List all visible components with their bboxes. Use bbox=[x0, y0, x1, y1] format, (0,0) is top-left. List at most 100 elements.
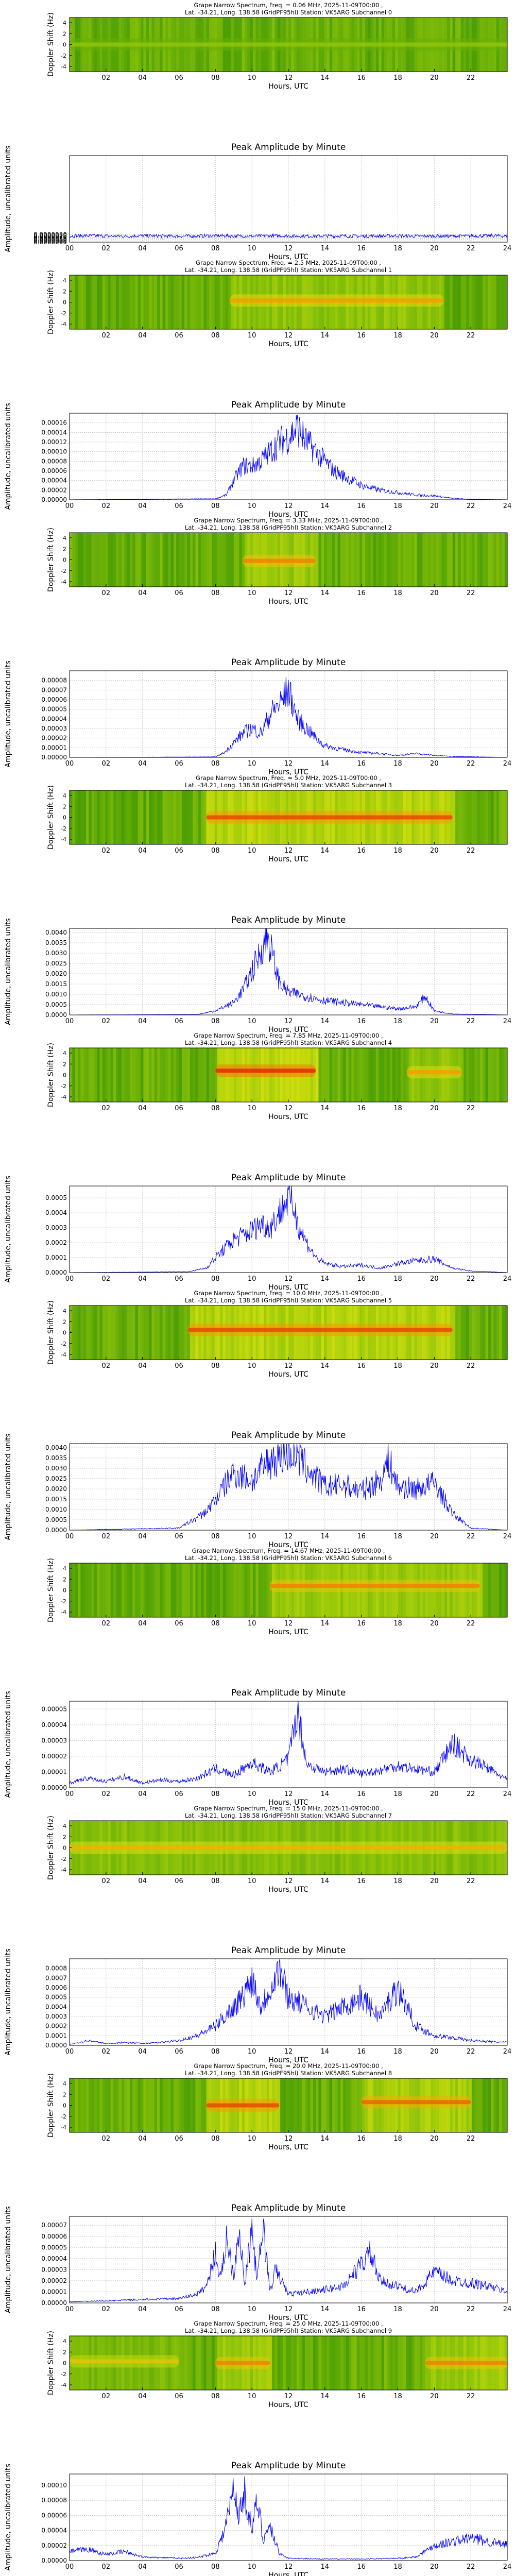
heatmap-cell bbox=[340, 1048, 344, 1102]
heatmap-cell bbox=[149, 1306, 152, 1360]
amplitude-xtick-label: 00 bbox=[65, 2563, 74, 2571]
heatmap-xtick-label: 10 bbox=[248, 847, 256, 855]
heatmap-cell bbox=[485, 275, 489, 329]
heatmap-xtick-label: 18 bbox=[393, 1620, 402, 1628]
heatmap-cell bbox=[113, 2078, 116, 2132]
heatmap-cell bbox=[266, 1563, 270, 1617]
heatmap-cell bbox=[179, 1306, 182, 1360]
heatmap-xtick-label: 20 bbox=[430, 74, 439, 82]
heatmap-xtick-label: 10 bbox=[248, 1105, 256, 1112]
amplitude-xtick-label: 00 bbox=[65, 2306, 74, 2313]
amplitude-xtick-label: 08 bbox=[211, 1275, 220, 1283]
heatmap-cell bbox=[502, 790, 505, 844]
heatmap-xtick-label: 18 bbox=[393, 589, 402, 597]
heatmap-cell bbox=[116, 1306, 119, 1360]
heatmap-cell bbox=[149, 1048, 152, 1102]
heatmap-xtick-label: 04 bbox=[138, 2393, 147, 2400]
amplitude-xtick-label: 18 bbox=[393, 2048, 402, 2056]
heatmap-cell bbox=[118, 1563, 122, 1617]
heatmap-title-line2: Lat. -34.21, Long. 138.58 (GridPF95hl) S… bbox=[185, 2327, 392, 2334]
amplitude-y-axis-label: Amplitude, uncalibrated units bbox=[4, 403, 12, 510]
heatmap-cell bbox=[469, 790, 472, 844]
amplitude-xtick-label: 06 bbox=[175, 2563, 183, 2571]
amplitude-ytick-label: 0.00002 bbox=[41, 2542, 67, 2549]
heatmap-cell bbox=[170, 275, 174, 329]
heatmap-xtick-label: 12 bbox=[284, 332, 293, 340]
heatmap-cell bbox=[151, 1563, 155, 1617]
heatmap-cell bbox=[132, 533, 136, 587]
amplitude-xtick-label: 00 bbox=[65, 760, 74, 768]
heatmap-cell bbox=[198, 2336, 201, 2390]
heatmap-cell bbox=[502, 1048, 505, 1102]
amplitude-xtick-label: 12 bbox=[284, 2048, 293, 2056]
amplitude-series-line bbox=[69, 1959, 508, 2045]
amplitude-ytick-label: 0.00002 bbox=[41, 735, 67, 742]
amplitude-xtick-label: 24 bbox=[503, 1018, 512, 1025]
heatmap-cell bbox=[124, 790, 128, 844]
heatmap-xtick-label: 12 bbox=[284, 2393, 293, 2400]
heatmap-cell bbox=[464, 1306, 467, 1360]
heatmap-cell bbox=[351, 533, 355, 587]
heatmap-cell bbox=[239, 533, 243, 587]
heatmap-y-axis-label: Doppler Shift (Hz) bbox=[47, 528, 55, 592]
heatmap-cell bbox=[477, 275, 480, 329]
amplitude-xtick-label: 22 bbox=[467, 2048, 475, 2056]
amplitude-title: Peak Amplitude by Minute bbox=[231, 1173, 346, 1183]
heatmap-cell bbox=[91, 2078, 95, 2132]
heatmap-xtick-label: 12 bbox=[284, 2135, 293, 2143]
heatmap-cell bbox=[242, 1563, 245, 1617]
heatmap-cell bbox=[127, 790, 130, 844]
amplitude-xtick-label: 12 bbox=[284, 502, 293, 510]
heatmap-cell bbox=[176, 1048, 180, 1102]
heatmap-cell bbox=[91, 275, 95, 329]
heatmap-cell bbox=[225, 1563, 229, 1617]
heatmap-cell bbox=[108, 1563, 111, 1617]
heatmap-cell bbox=[450, 533, 453, 587]
heatmap-xtick-label: 06 bbox=[175, 332, 183, 340]
heatmap-cell bbox=[493, 1563, 497, 1617]
heatmap-cell bbox=[231, 533, 234, 587]
amplitude-panel-11: Peak Amplitude by Minute 00 02 04 06 08 10 12 14… bbox=[4, 1430, 511, 1549]
heatmap-cell bbox=[398, 1048, 401, 1102]
amplitude-xtick-label: 10 bbox=[248, 502, 256, 510]
heatmap-x-axis-label: Hours, UTC bbox=[268, 1886, 308, 1894]
heatmap-cell bbox=[201, 790, 204, 844]
heatmap-xtick-label: 20 bbox=[430, 1877, 439, 1885]
heatmap-cell bbox=[209, 2336, 212, 2390]
heatmap-cell bbox=[491, 533, 494, 587]
heatmap-cell bbox=[110, 533, 114, 587]
heatmap-cell bbox=[149, 2078, 152, 2132]
amplitude-xtick-label: 04 bbox=[138, 760, 147, 768]
heatmap-cell bbox=[356, 2078, 360, 2132]
heatmap-cell bbox=[502, 275, 505, 329]
amplitude-ytick-label: 0.00002 bbox=[41, 2277, 67, 2284]
heatmap-cell bbox=[206, 533, 210, 587]
amplitude-xtick-label: 24 bbox=[503, 2048, 512, 2056]
heatmap-cell bbox=[460, 275, 464, 329]
heatmap-cell bbox=[458, 790, 461, 844]
heatmap-cell bbox=[294, 2078, 297, 2132]
heatmap-cell bbox=[272, 2336, 275, 2390]
heatmap-cell bbox=[212, 275, 215, 329]
heatmap-xtick-label: 14 bbox=[321, 847, 330, 855]
heatmap-cell bbox=[392, 1048, 396, 1102]
heatmap-cell bbox=[72, 790, 76, 844]
amplitude-ytick-label: 0.0004 bbox=[45, 2003, 67, 2010]
heatmap-cell bbox=[121, 1563, 125, 1617]
heatmap-cell bbox=[110, 1563, 114, 1617]
heatmap-xtick-label: 06 bbox=[175, 2135, 183, 2143]
heatmap-signal-core bbox=[70, 2359, 179, 2364]
heatmap-cell bbox=[370, 1048, 374, 1102]
heatmap-ytick-label: 0 bbox=[63, 815, 66, 821]
heatmap-ytick-label: -4 bbox=[61, 1609, 66, 1616]
amplitude-xtick-label: 02 bbox=[102, 1018, 111, 1025]
amplitude-xtick-label: 12 bbox=[284, 1018, 293, 1025]
amplitude-ytick-label: 0.00005 bbox=[41, 706, 67, 713]
heatmap-cell bbox=[91, 533, 95, 587]
amplitude-xtick-label: 18 bbox=[393, 1018, 402, 1025]
amplitude-xtick-label: 24 bbox=[503, 245, 512, 252]
heatmap-xtick-label: 10 bbox=[248, 1620, 256, 1628]
heatmap-signal-core bbox=[425, 2361, 507, 2365]
heatmap-cell bbox=[493, 1048, 497, 1102]
heatmap-xtick-label: 10 bbox=[248, 2135, 256, 2143]
